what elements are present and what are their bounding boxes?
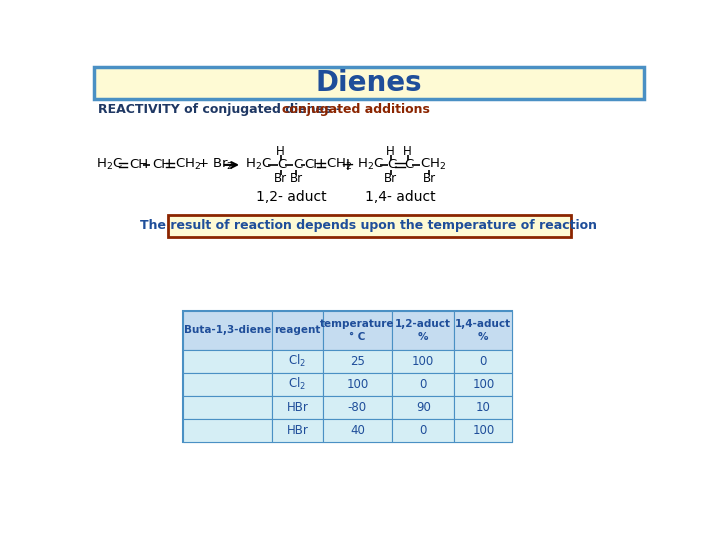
Bar [323,419,392,442]
Bar [183,396,272,419]
Text: CH$_2$: CH$_2$ [326,157,353,172]
Bar [323,311,392,350]
Text: C: C [405,158,414,171]
Text: CH: CH [305,158,324,171]
Bar [272,373,323,396]
Text: 1,2-aduct
%: 1,2-aduct % [395,319,451,342]
Bar [183,419,272,442]
Bar [323,373,392,396]
Text: H$_2$C: H$_2$C [245,157,272,172]
Text: C: C [293,158,302,171]
Bar [454,419,513,442]
Bar [454,373,513,396]
Bar [454,396,513,419]
Text: C: C [277,158,287,171]
Text: The result of reaction depends upon the temperature of reaction: The result of reaction depends upon the … [140,219,598,232]
Text: CH: CH [129,158,148,171]
Bar [323,350,392,373]
Bar [272,350,323,373]
Text: + Br$_2$: + Br$_2$ [197,157,234,172]
Bar [323,396,392,419]
Text: CH$_2$: CH$_2$ [420,157,446,172]
Text: Cl$_2$: Cl$_2$ [288,353,306,369]
Text: Buta-1,3-diene: Buta-1,3-diene [184,326,271,335]
Bar [183,350,272,373]
Text: CH: CH [152,158,171,171]
Text: reagent: reagent [274,326,320,335]
Text: H$_2$C: H$_2$C [96,157,123,172]
Text: 100: 100 [412,355,434,368]
Text: 0: 0 [420,378,427,391]
Text: 1,2- aduct: 1,2- aduct [256,190,327,204]
Bar [272,311,323,350]
Bar [183,373,272,396]
Text: H: H [403,145,412,158]
Text: Br: Br [289,172,302,185]
Bar [392,311,454,350]
Text: Br: Br [423,172,436,185]
Text: Br: Br [274,172,287,185]
Text: Br: Br [384,172,397,185]
Text: Cl$_2$: Cl$_2$ [288,376,306,393]
Text: 100: 100 [472,424,495,437]
Text: 40: 40 [350,424,365,437]
Text: H: H [276,145,285,158]
Text: conjugated additions: conjugated additions [282,103,430,116]
Bar [272,419,323,442]
Text: 90: 90 [416,401,431,414]
Bar [183,311,272,350]
Bar [454,311,513,350]
Text: -80: -80 [348,401,367,414]
Text: +: + [341,156,354,174]
Bar [168,215,570,237]
Text: HBr: HBr [287,424,308,437]
Bar [392,373,454,396]
Text: 25: 25 [350,355,365,368]
Text: Dienes: Dienes [315,69,423,97]
Text: temperature
° C: temperature ° C [320,319,395,342]
Text: H$_2$C: H$_2$C [356,157,384,172]
Text: H: H [387,145,395,158]
Text: 1,4- aduct: 1,4- aduct [365,190,436,204]
Bar [392,350,454,373]
Text: 10: 10 [476,401,491,414]
Text: CH$_2$: CH$_2$ [175,157,202,172]
Bar [392,419,454,442]
Text: C: C [387,158,397,171]
Bar [94,67,644,99]
Bar [454,350,513,373]
Text: REACTIVITY of conjugated dienes -: REACTIVITY of conjugated dienes - [98,103,345,116]
Text: 100: 100 [472,378,495,391]
Bar [183,311,513,442]
Bar [272,396,323,419]
Text: 100: 100 [346,378,369,391]
Text: 0: 0 [480,355,487,368]
Bar [392,396,454,419]
Text: 1,4-aduct
%: 1,4-aduct % [455,319,511,342]
Text: 0: 0 [420,424,427,437]
Text: HBr: HBr [287,401,308,414]
